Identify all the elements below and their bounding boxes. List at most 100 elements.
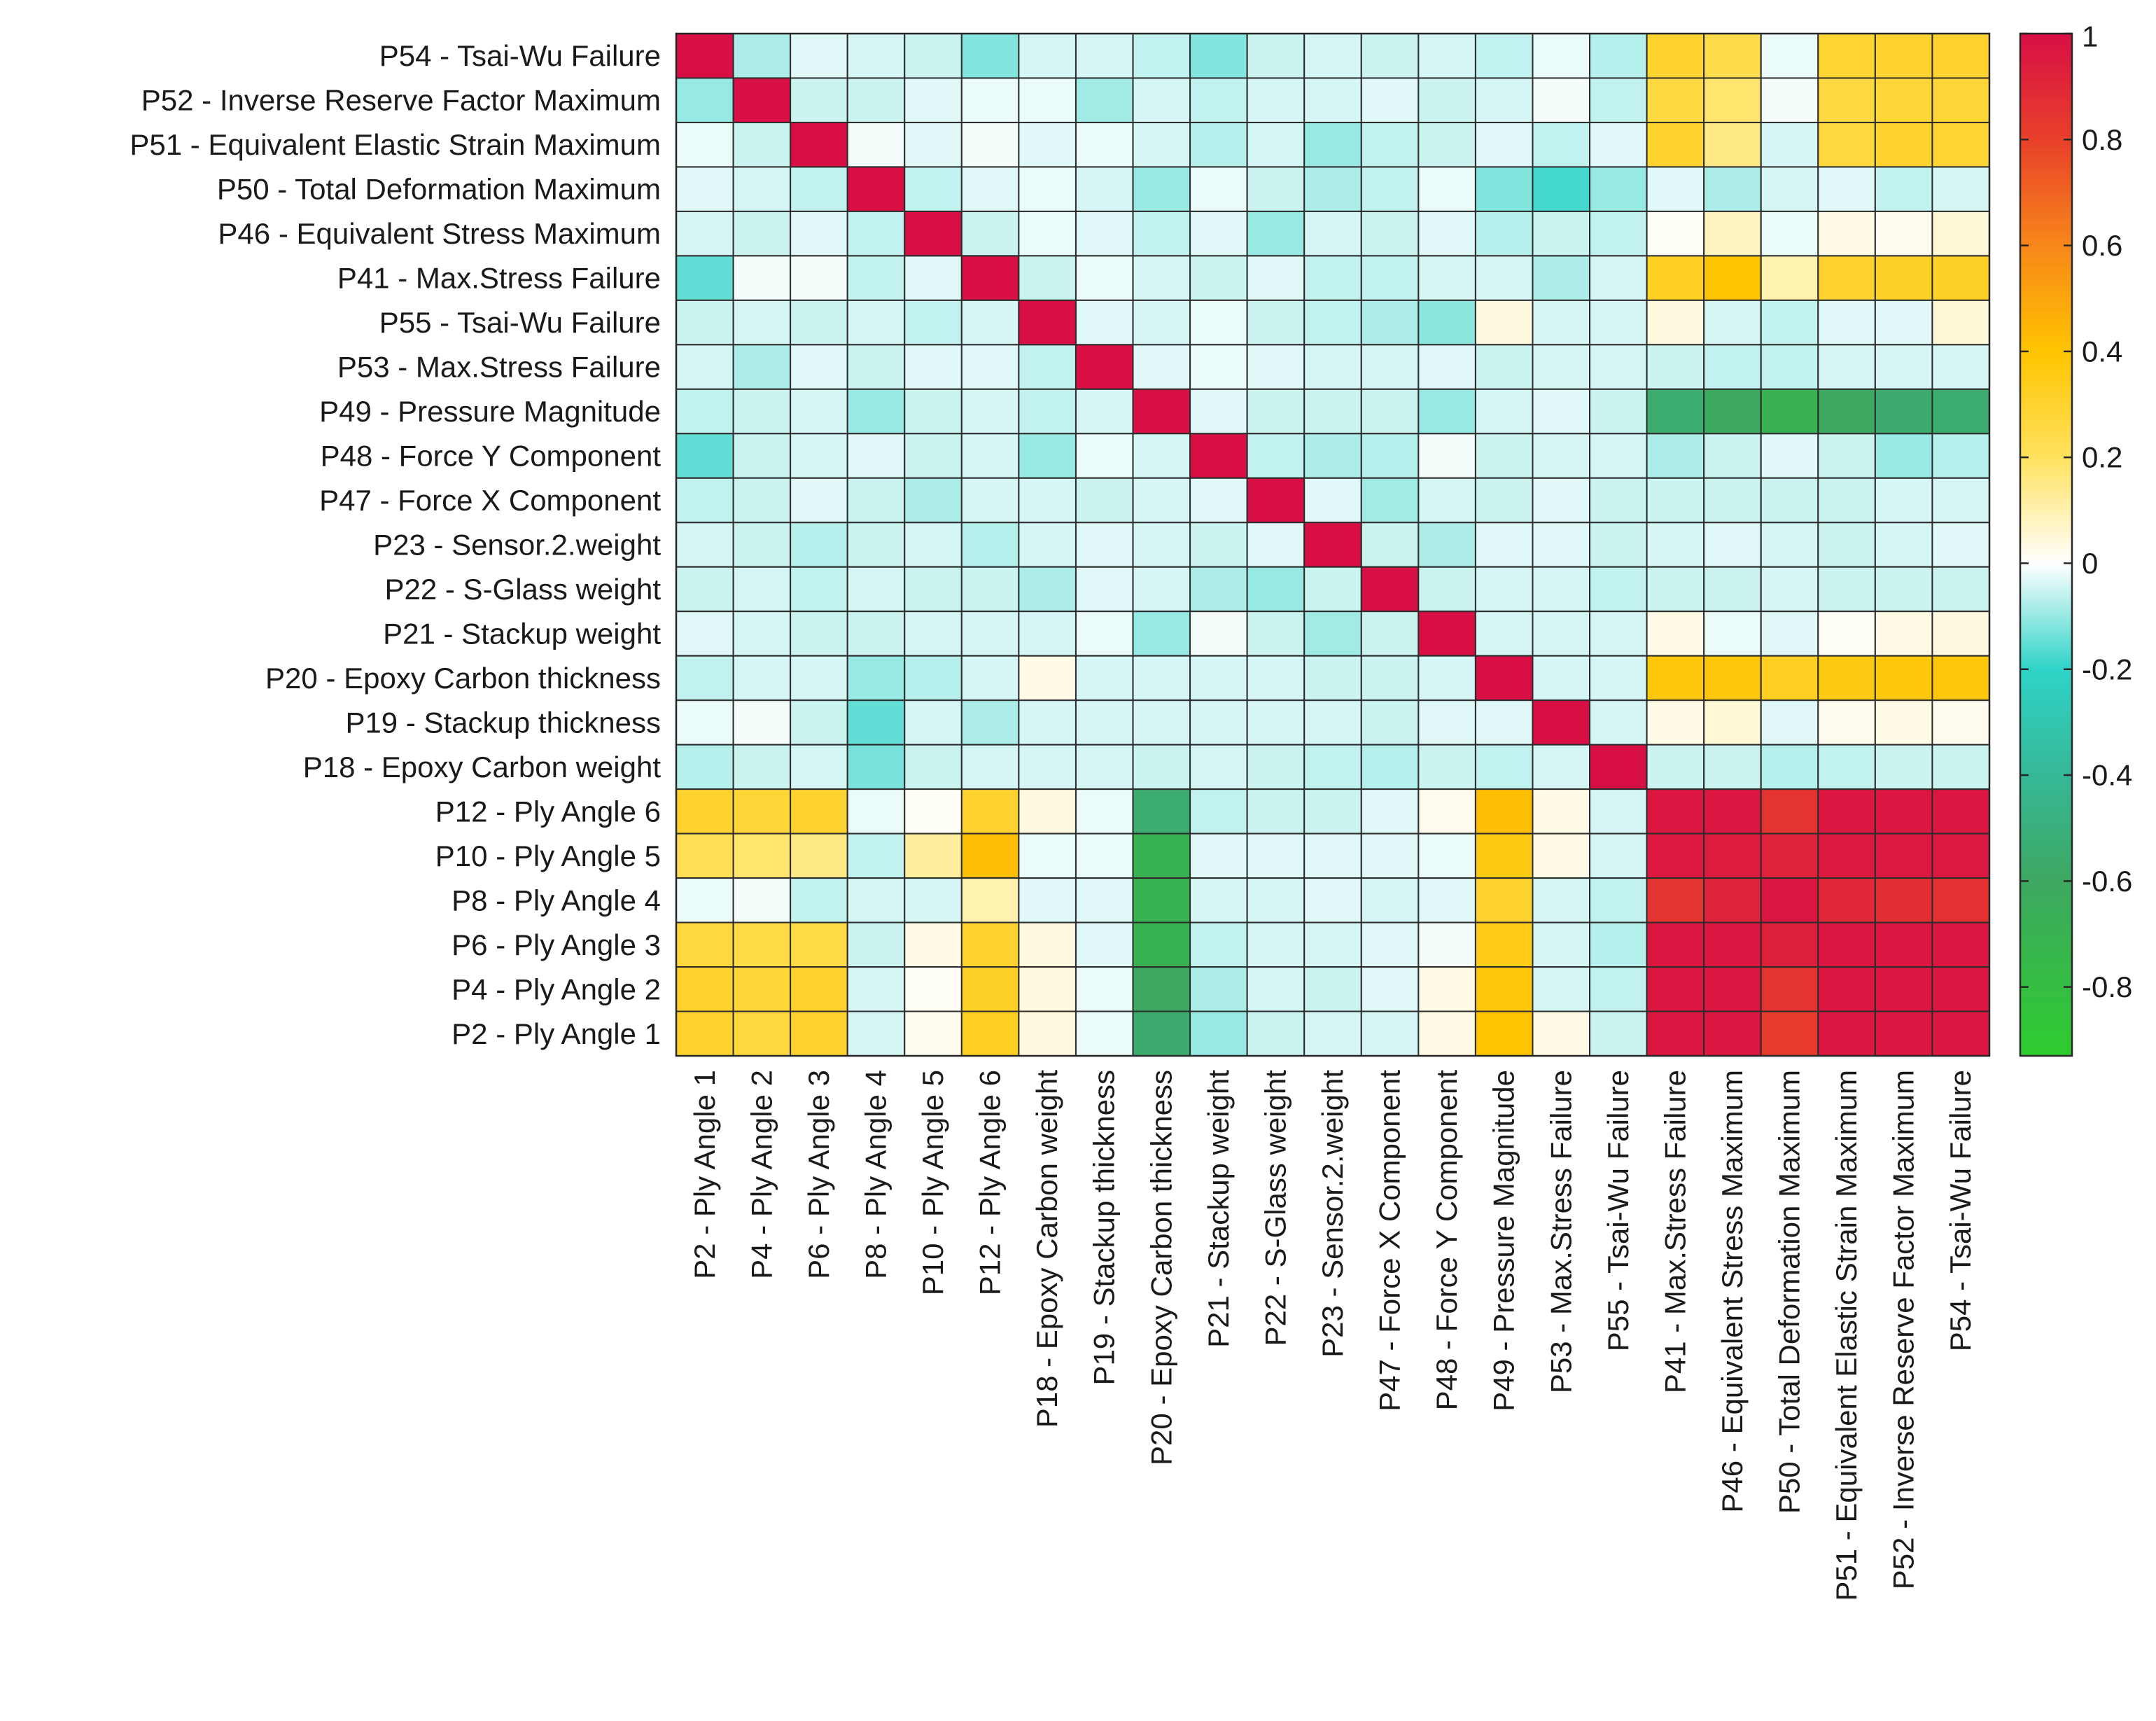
heatmap-cell: [1246, 921, 1306, 968]
heatmap-cell: [1931, 611, 1990, 657]
heatmap-cell: [1303, 788, 1362, 835]
heatmap-cell: [1303, 832, 1362, 879]
heatmap-cell: [1246, 77, 1306, 123]
heatmap-cell: [1132, 388, 1191, 435]
heatmap-cell: [1817, 433, 1876, 479]
heatmap-cell: [1303, 744, 1362, 790]
heatmap-cell: [1074, 344, 1134, 390]
heatmap-cell: [790, 388, 848, 435]
heatmap-cell: [676, 522, 734, 568]
y-tick-label: P22 - S-Glass weight: [385, 573, 662, 606]
heatmap-cell: [1132, 877, 1191, 924]
colorbar-ticks: 1 0.8 0.6 0.4 0.2 0 -0.2 -0.4 -0.6 -0.8: [2020, 20, 2132, 1003]
x-tick-label: P23 - Sensor.2.weight: [1316, 1070, 1349, 1358]
heatmap-cell: [732, 832, 792, 879]
heatmap-cell: [1532, 921, 1591, 968]
heatmap-cell: [1931, 77, 1990, 123]
heatmap-cell: [676, 299, 734, 346]
heatmap-cell: [1703, 611, 1762, 657]
heatmap-cell: [1874, 744, 1933, 790]
heatmap-cell: [676, 344, 734, 390]
heatmap-cell: [1760, 255, 1819, 301]
heatmap-cell: [1474, 921, 1534, 968]
heatmap-cell: [676, 33, 734, 79]
heatmap-cell: [1817, 166, 1876, 212]
heatmap-cell: [1246, 522, 1306, 568]
heatmap-cell: [1589, 477, 1648, 524]
heatmap-cell: [904, 344, 962, 390]
heatmap-cell: [904, 921, 962, 968]
heatmap-cell: [1931, 255, 1990, 301]
heatmap-cell: [846, 255, 906, 301]
heatmap-cell: [1817, 921, 1876, 968]
heatmap-cell: [1018, 966, 1077, 1012]
heatmap-cell: [1474, 522, 1534, 568]
heatmap-cell: [1018, 832, 1077, 879]
heatmap-cell: [1189, 344, 1248, 390]
heatmap-cell: [904, 299, 962, 346]
heatmap-cell: [1474, 655, 1534, 702]
colorbar: 1 0.8 0.6 0.4 0.2 0 -0.2 -0.4 -0.6 -0.8: [2019, 20, 2132, 1057]
heatmap-cell: [732, 921, 792, 968]
heatmap-cell: [1246, 611, 1306, 657]
heatmap-cell: [1418, 566, 1476, 613]
heatmap-cell: [790, 477, 848, 524]
heatmap-cell: [1874, 255, 1933, 301]
heatmap-cell: [1931, 744, 1990, 790]
y-tick-label: P2 - Ply Angle 1: [451, 1017, 661, 1050]
heatmap-cell: [1474, 433, 1534, 479]
heatmap-cell: [732, 166, 792, 212]
y-tick-label: P10 - Ply Angle 5: [435, 839, 661, 872]
heatmap-cell: [1246, 566, 1306, 613]
heatmap-cell: [1360, 611, 1420, 657]
heatmap-cell: [1303, 77, 1362, 123]
heatmap-cell: [1931, 921, 1990, 968]
heatmap-cell: [1931, 522, 1990, 568]
heatmap-cell: [1760, 522, 1819, 568]
heatmap-cell: [1589, 966, 1648, 1012]
heatmap-cell: [1874, 699, 1933, 746]
heatmap-cell: [676, 744, 734, 790]
heatmap-cell: [1360, 966, 1420, 1012]
heatmap-cell: [904, 877, 962, 924]
y-tick-label: P49 - Pressure Magnitude: [319, 395, 661, 428]
heatmap-cell: [1703, 299, 1762, 346]
heatmap-cell: [1132, 433, 1191, 479]
heatmap-cell: [1760, 788, 1819, 835]
heatmap-cell: [1303, 121, 1362, 168]
heatmap-cell: [1703, 877, 1762, 924]
heatmap-cell: [904, 832, 962, 879]
heatmap-cell: [1703, 699, 1762, 746]
colorbar-tick-label: 0: [2082, 547, 2098, 580]
x-tick-label: P54 - Tsai-Wu Failure: [1944, 1070, 1977, 1351]
heatmap-cell: [1703, 344, 1762, 390]
heatmap-cell: [1760, 832, 1819, 879]
heatmap-cell: [1360, 832, 1420, 879]
heatmap-cell: [1646, 477, 1705, 524]
heatmap-cell: [1646, 788, 1705, 835]
heatmap-cell: [960, 33, 1020, 79]
heatmap-cell: [1018, 1010, 1077, 1057]
heatmap-cell: [904, 1010, 962, 1057]
heatmap-cell: [790, 33, 848, 79]
heatmap-cell: [960, 1010, 1020, 1057]
heatmap-cell: [1703, 744, 1762, 790]
heatmap-cell: [732, 255, 792, 301]
heatmap-cell: [1760, 477, 1819, 524]
heatmap-cell: [1303, 166, 1362, 212]
heatmap-cell: [904, 655, 962, 702]
heatmap-cell: [1646, 33, 1705, 79]
heatmap-cell: [1018, 788, 1077, 835]
heatmap-cell: [1817, 477, 1876, 524]
heatmap-cell: [1874, 388, 1933, 435]
heatmap-cell: [790, 433, 848, 479]
heatmap-cell: [1589, 566, 1648, 613]
x-tick-label: P20 - Epoxy Carbon thickness: [1144, 1070, 1177, 1465]
heatmap-cell: [1360, 655, 1420, 702]
heatmap-cell: [960, 966, 1020, 1012]
heatmap-cell: [1246, 1010, 1306, 1057]
heatmap-cell: [1532, 433, 1591, 479]
heatmap-cell: [1760, 33, 1819, 79]
heatmap-cell: [1418, 744, 1476, 790]
heatmap-cell: [732, 522, 792, 568]
